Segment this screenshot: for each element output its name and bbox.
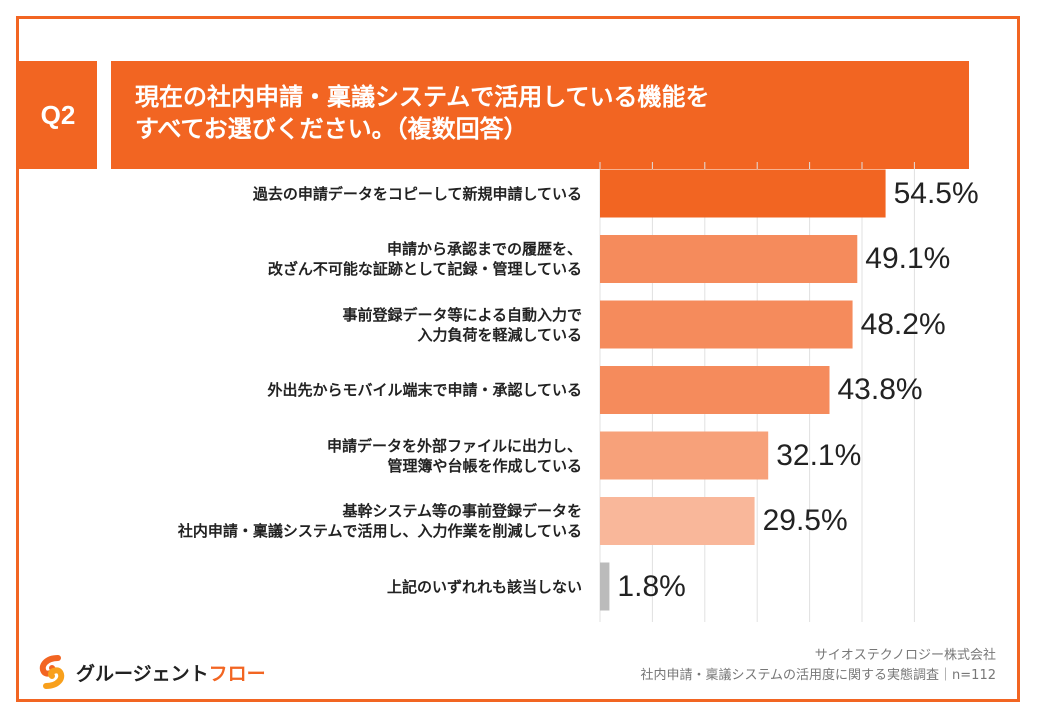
- bar-6: [600, 497, 755, 545]
- question-title: 現在の社内申請・稟議システムで活用している機能を すべてお選びください。（複数回…: [111, 61, 969, 169]
- value-label-7: 1.8%: [617, 569, 686, 603]
- category-label-6: 基幹システム等の事前登録データを社内申請・稟議システムで活用し、入力作業を削減し…: [178, 501, 582, 541]
- question-badge: Q2: [19, 61, 97, 169]
- value-label-2: 49.1%: [865, 242, 951, 275]
- category-label-3: 事前登録データ等による自動入力で 入力負荷を軽減している: [342, 305, 582, 345]
- category-label-2: 申請から承認までの履歴を、改ざん不可能な証跡として記録・管理している: [268, 239, 582, 279]
- value-label-1: 54.5%: [893, 176, 979, 210]
- brand-logo: グルージェントフロー: [34, 652, 266, 692]
- category-label-5: 申請データを外部ファイルに出力し、 管理簿や台帳を作成している: [327, 436, 582, 476]
- category-label-2-line-2: 改ざん不可能な証跡として記録・管理している: [267, 260, 582, 278]
- brand-name: グルージェントフロー: [76, 659, 266, 686]
- value-label-5: 32.1%: [776, 438, 862, 472]
- category-label-5-line-1: 申請データを外部ファイルに出力し、: [326, 436, 582, 455]
- brand-name-accent: フロー: [208, 662, 266, 685]
- credit-company: サイオステクノロジー株式会社: [814, 648, 996, 663]
- bar-4: [600, 366, 830, 414]
- bar-7: [600, 562, 610, 611]
- bar-5: [600, 431, 769, 480]
- question-title-line-1: 現在の社内申請・稟議システムで活用している機能を: [135, 83, 710, 111]
- category-label-3-line-1: 事前登録データ等による自動入力で: [342, 305, 582, 324]
- question-title-line-2: すべてお選びください。（複数回答）: [135, 115, 528, 143]
- value-label-3: 48.2%: [860, 307, 946, 341]
- category-label-1: 過去の申請データをコピーして新規申請している: [253, 184, 582, 204]
- brand-name-main: グルージェント: [76, 662, 209, 685]
- value-label-4: 43.8%: [837, 373, 923, 406]
- category-label-7: 上記のいずれれも該当しない: [387, 577, 582, 597]
- category-label-4-line-1: 外出先からモバイル端末で申請・承認している: [267, 381, 582, 399]
- logo-swirl-icon: [39, 655, 65, 689]
- category-label-2-line-1: 申請から承認までの履歴を、: [386, 240, 582, 258]
- category-label-1-line-1: 過去の申請データをコピーして新規申請している: [252, 184, 582, 203]
- category-label-3-line-2: 入力負荷を軽減している: [417, 325, 582, 344]
- bar-3: [600, 300, 853, 349]
- chart-frame: Q2 現在の社内申請・稟議システムで活用している機能を すべてお選びください。（…: [16, 16, 1020, 702]
- credit-survey: 社内申請・稟議システムの活用度に関する実態調査｜n=112: [640, 668, 996, 683]
- bar-1: [600, 169, 886, 218]
- category-label-6-line-1: 基幹システム等の事前登録データを: [342, 502, 582, 520]
- source-credit: サイオステクノロジー株式会社 社内申請・稟議システムの活用度に関する実態調査｜n…: [640, 646, 996, 686]
- category-label-4: 外出先からモバイル端末で申請・承認している: [267, 380, 582, 400]
- bar-2: [600, 235, 858, 283]
- category-label-5-line-2: 管理簿や台帳を作成している: [387, 456, 582, 475]
- category-label-7-line-1: 上記のいずれれも該当しない: [386, 577, 582, 596]
- value-label-6: 29.5%: [762, 504, 848, 537]
- category-label-6-line-2: 社内申請・稟議システムで活用し、入力作業を削減している: [177, 522, 582, 540]
